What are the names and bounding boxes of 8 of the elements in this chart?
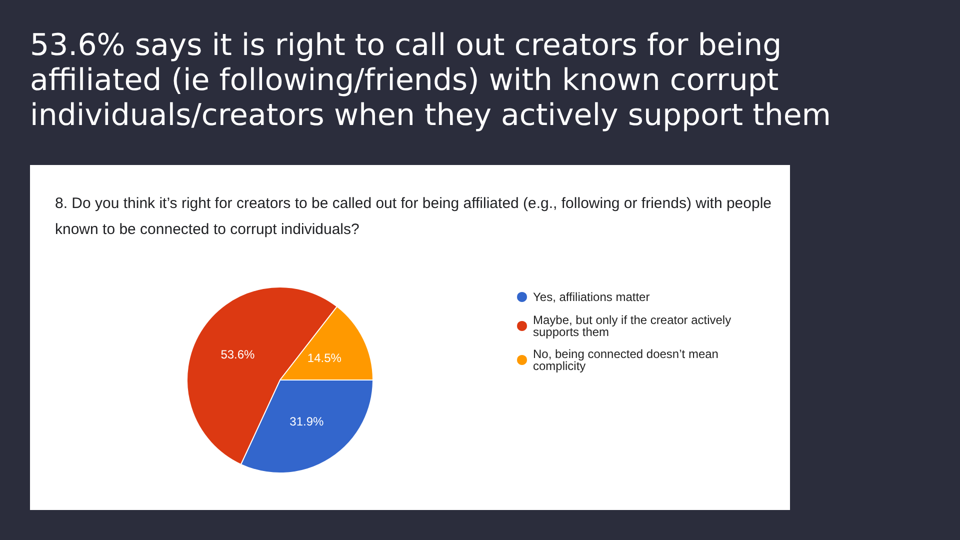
chart-title: 53.6% says it is right to call out creators for being affiliated (ie following/friends) with known corrupt individuals/creators when they actively support them [30, 28, 832, 133]
data-label: 53.6% [220, 347, 256, 362]
legend-label: No, being connected doesn’t mean complicity [533, 347, 722, 373]
data-label: 14.5% [307, 351, 342, 366]
legend-label: Maybe, but only if the creator actively supports them [533, 313, 734, 339]
legend-label: Yes, affiliations matter [533, 290, 650, 304]
data-label: 31.9% [290, 414, 324, 429]
chart-subtitle: 8. Do you think it’s right for creators to be called out for being affiliated (e.g., following or friends) with people known to be connected to corrupt individuals? [55, 194, 772, 240]
